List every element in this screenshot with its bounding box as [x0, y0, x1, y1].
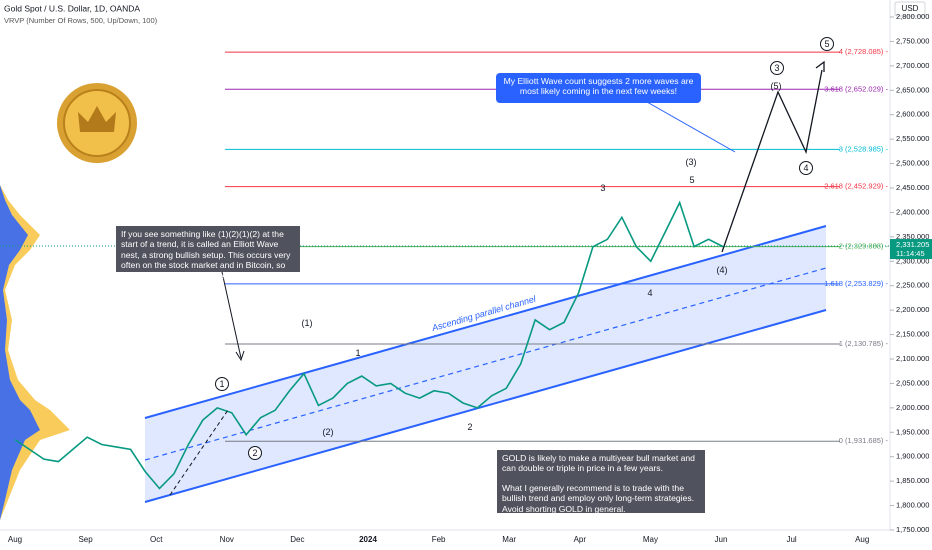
y-tick-label: 2,600.000 [896, 110, 929, 119]
wave-label: (1) [302, 318, 313, 328]
wave-label: 2 [252, 448, 257, 458]
wave-label: 3 [774, 63, 779, 73]
currency-box [894, 1, 926, 17]
x-tick-label: 2024 [359, 535, 377, 544]
crown [78, 106, 116, 132]
y-tick-label: 2,450.000 [896, 183, 929, 192]
x-tick-label: Mar [502, 535, 516, 544]
nest-note: If you see something like (1)(2)(1)(2) a… [116, 226, 300, 281]
arrow-head [815, 60, 825, 72]
y-tick-label: 1,750.000 [896, 525, 929, 534]
y-tick-label: 2,000.000 [896, 403, 929, 412]
x-tick-label: Jun [715, 535, 728, 544]
wave-circle [248, 446, 262, 460]
y-tick-label: 2,700.000 [896, 61, 929, 70]
arrow-head [235, 350, 245, 362]
y-tick-label: 2,200.000 [896, 305, 929, 314]
wave-label: 3 [600, 183, 605, 193]
fib-label: 3.618 (2,652.029) - [824, 84, 888, 93]
x-tick-label: Aug [855, 535, 869, 544]
projection [721, 69, 823, 253]
chart-title: Gold Spot / U.S. Dollar, 1D, OANDA [4, 3, 140, 13]
y-tick-label: 1,900.000 [896, 452, 929, 461]
indicator-label: VRVP (Number Of Rows, 500, Up/Down, 100) [4, 16, 158, 25]
fib-label: 1.618 (2,253.829) - [824, 279, 888, 288]
wave-label: 4 [803, 163, 808, 173]
y-tick-label: 2,800.000 [896, 12, 929, 21]
fib-label: 2 (2,329.888) - [839, 242, 889, 251]
fib-label: 4 (2,728.085) - [839, 47, 889, 56]
volume-profile-down [0, 185, 40, 520]
wave-circle [799, 161, 813, 175]
y-tick-label: 2,500.000 [896, 159, 929, 168]
wave-label: 1 [219, 379, 224, 389]
y-tick-label: 1,800.000 [896, 501, 929, 510]
x-tick-label: Apr [574, 535, 587, 544]
last-price-box [890, 239, 932, 260]
x-tick-label: May [643, 535, 658, 544]
fib-label: 0 (1,931.685) - [839, 436, 889, 445]
y-tick-label: 2,750.000 [896, 36, 929, 45]
wave-label: 4 [647, 288, 652, 298]
x-tick-label: Aug [8, 535, 22, 544]
y-tick-label: 1,850.000 [896, 476, 929, 485]
note-arrow [221, 271, 242, 359]
channel-mid [144, 267, 827, 461]
y-tick-label: 2,350.000 [896, 232, 929, 241]
fib-label: 1 (2,130.785) - [839, 339, 889, 348]
y-tick-label: 2,250.000 [896, 281, 929, 290]
price-line [14, 200, 724, 490]
y-tick-label: 2,400.000 [896, 207, 929, 216]
callout-note: My Elliott Wave count suggests 2 more wa… [496, 73, 701, 103]
callout-pointer [639, 97, 736, 153]
y-tick-label: 2,300.000 [896, 256, 929, 265]
y-tick-label: 2,100.000 [896, 354, 929, 363]
x-tick-label: Feb [432, 535, 446, 544]
y-tick-label: 2,550.000 [896, 134, 929, 143]
wave-label: 5 [824, 39, 829, 49]
x-tick-label: Nov [220, 535, 234, 544]
outlook-line: GOLD is likely to make a multiyear bull … [502, 453, 695, 474]
y-tick-label: 2,050.000 [896, 378, 929, 387]
x-tick-label: Sep [78, 535, 93, 544]
wave-label: 2 [467, 422, 472, 432]
y-tick-label: 1,950.000 [896, 427, 929, 436]
wave-label: 5 [689, 175, 694, 185]
wave-label: 1 [355, 348, 360, 358]
channel-lower [144, 309, 827, 503]
wave-circle [820, 37, 834, 51]
wave-circle [770, 61, 784, 75]
wave-circle [215, 377, 229, 391]
wave-label: (4) [717, 265, 728, 275]
dashed-wave [169, 409, 229, 496]
wave-label: (2) [323, 427, 334, 437]
x-tick-label: Dec [290, 535, 304, 544]
wave-label: (3) [686, 157, 697, 167]
outlook-line: What I generally recommend is to trade w… [502, 482, 695, 514]
y-tick-label: 2,650.000 [896, 85, 929, 94]
outlook-note: GOLD is likely to make a multiyear bull … [497, 450, 705, 514]
x-tick-label: Jul [786, 535, 796, 544]
x-tick-label: Oct [150, 535, 163, 544]
currency: USD [902, 4, 919, 13]
fib-label: 3 (2,528.985) - [839, 144, 889, 153]
fib-label: 2.618 (2,452.929) - [824, 182, 888, 191]
price-axis [890, 0, 932, 550]
countdown: 11:14:45 [896, 249, 925, 258]
last-price: 2,331.205 [896, 240, 929, 249]
channel-upper [144, 225, 827, 419]
y-tick-label: 2,150.000 [896, 330, 929, 339]
wave-label: (5) [771, 81, 782, 91]
